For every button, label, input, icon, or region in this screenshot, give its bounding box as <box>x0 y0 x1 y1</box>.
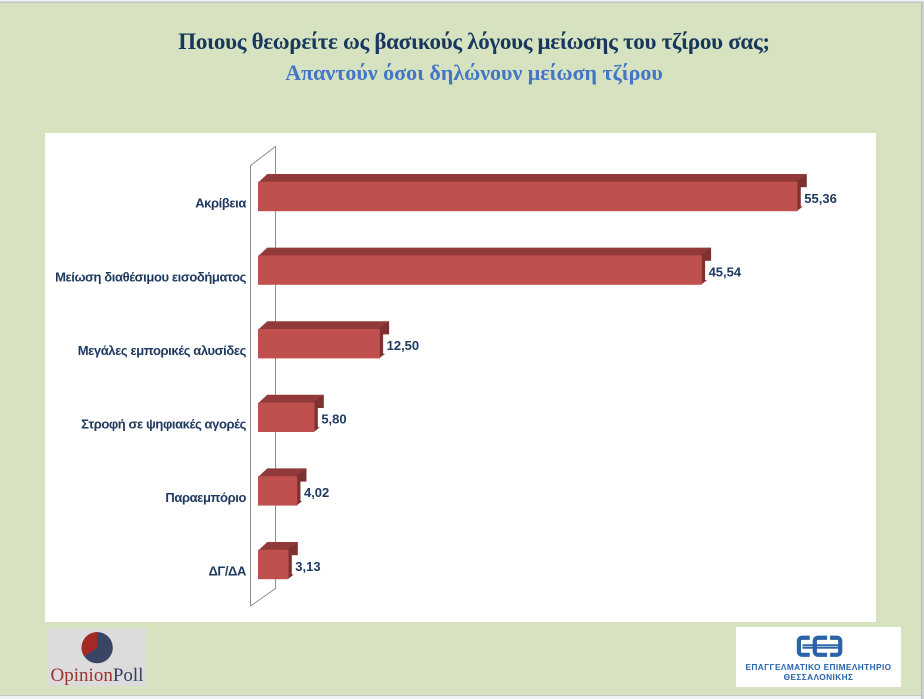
svg-text:3,13: 3,13 <box>295 559 320 574</box>
svg-text:Μείωση διαθέσιμου εισοδήματος: Μείωση διαθέσιμου εισοδήματος <box>55 269 247 284</box>
svg-text:Μεγάλες εμπορικές αλυσίδες: Μεγάλες εμπορικές αλυσίδες <box>78 343 247 358</box>
svg-text:Παραεμπόριο: Παραεμπόριο <box>165 490 246 505</box>
svg-text:5,80: 5,80 <box>321 412 346 427</box>
svg-text:4,02: 4,02 <box>304 485 329 500</box>
svg-text:Ακρίβεια: Ακρίβεια <box>195 196 246 211</box>
svg-text:12,50: 12,50 <box>387 338 420 353</box>
svg-text:45,54: 45,54 <box>709 264 742 279</box>
svg-text:55,36: 55,36 <box>804 191 837 206</box>
svg-text:ΔΓ/ΔΑ: ΔΓ/ΔΑ <box>208 564 247 579</box>
svg-text:Στροφή σε ψηφιακές αγορές: Στροφή σε ψηφιακές αγορές <box>81 417 246 432</box>
